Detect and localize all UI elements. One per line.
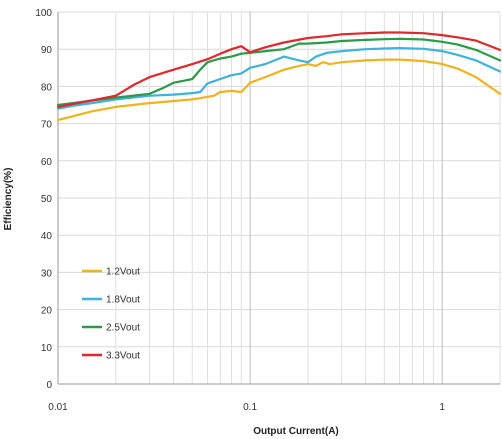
legend-label-3-3vout: 3.3Vout <box>106 351 140 362</box>
y-tick-label: 30 <box>41 268 53 279</box>
series-line-1-2vout <box>56 58 502 122</box>
series-layer <box>56 31 502 122</box>
series-line-1-8vout <box>56 46 502 110</box>
plot-frame <box>57 12 500 385</box>
series-line-3-3vout <box>56 31 502 109</box>
x-tick-label: 0.01 <box>48 402 68 413</box>
y-tick-label: 40 <box>41 231 53 242</box>
legend: 1.2Vout 1.8Vout 2.5Vout 3.3Vout <box>82 267 140 362</box>
y-tick-label: 90 <box>41 45 53 56</box>
y-tick-label: 80 <box>41 82 53 93</box>
legend-label-1-8vout: 1.8Vout <box>106 295 140 306</box>
legend-label-2-5vout: 2.5Vout <box>106 323 140 334</box>
y-tick-label: 0 <box>46 380 52 391</box>
y-axis-title: Efficiency(%) <box>3 168 14 231</box>
y-tick-label: 10 <box>41 343 53 354</box>
legend-label-1-2vout: 1.2Vout <box>106 267 140 278</box>
y-tick-label: 70 <box>41 120 53 131</box>
x-axis-title: Output Current(A) <box>253 426 339 437</box>
y-tick-label: 20 <box>41 306 53 317</box>
y-tick-label: 60 <box>41 157 53 168</box>
y-tick-label: 50 <box>41 194 53 205</box>
x-tick-label: 0.1 <box>243 402 257 413</box>
tick-labels: 0 10 20 30 40 50 60 70 80 90 100 0.01 0.1 1 <box>35 8 445 413</box>
x-tick-label: 1 <box>439 402 445 413</box>
y-tick-label: 100 <box>35 8 52 19</box>
